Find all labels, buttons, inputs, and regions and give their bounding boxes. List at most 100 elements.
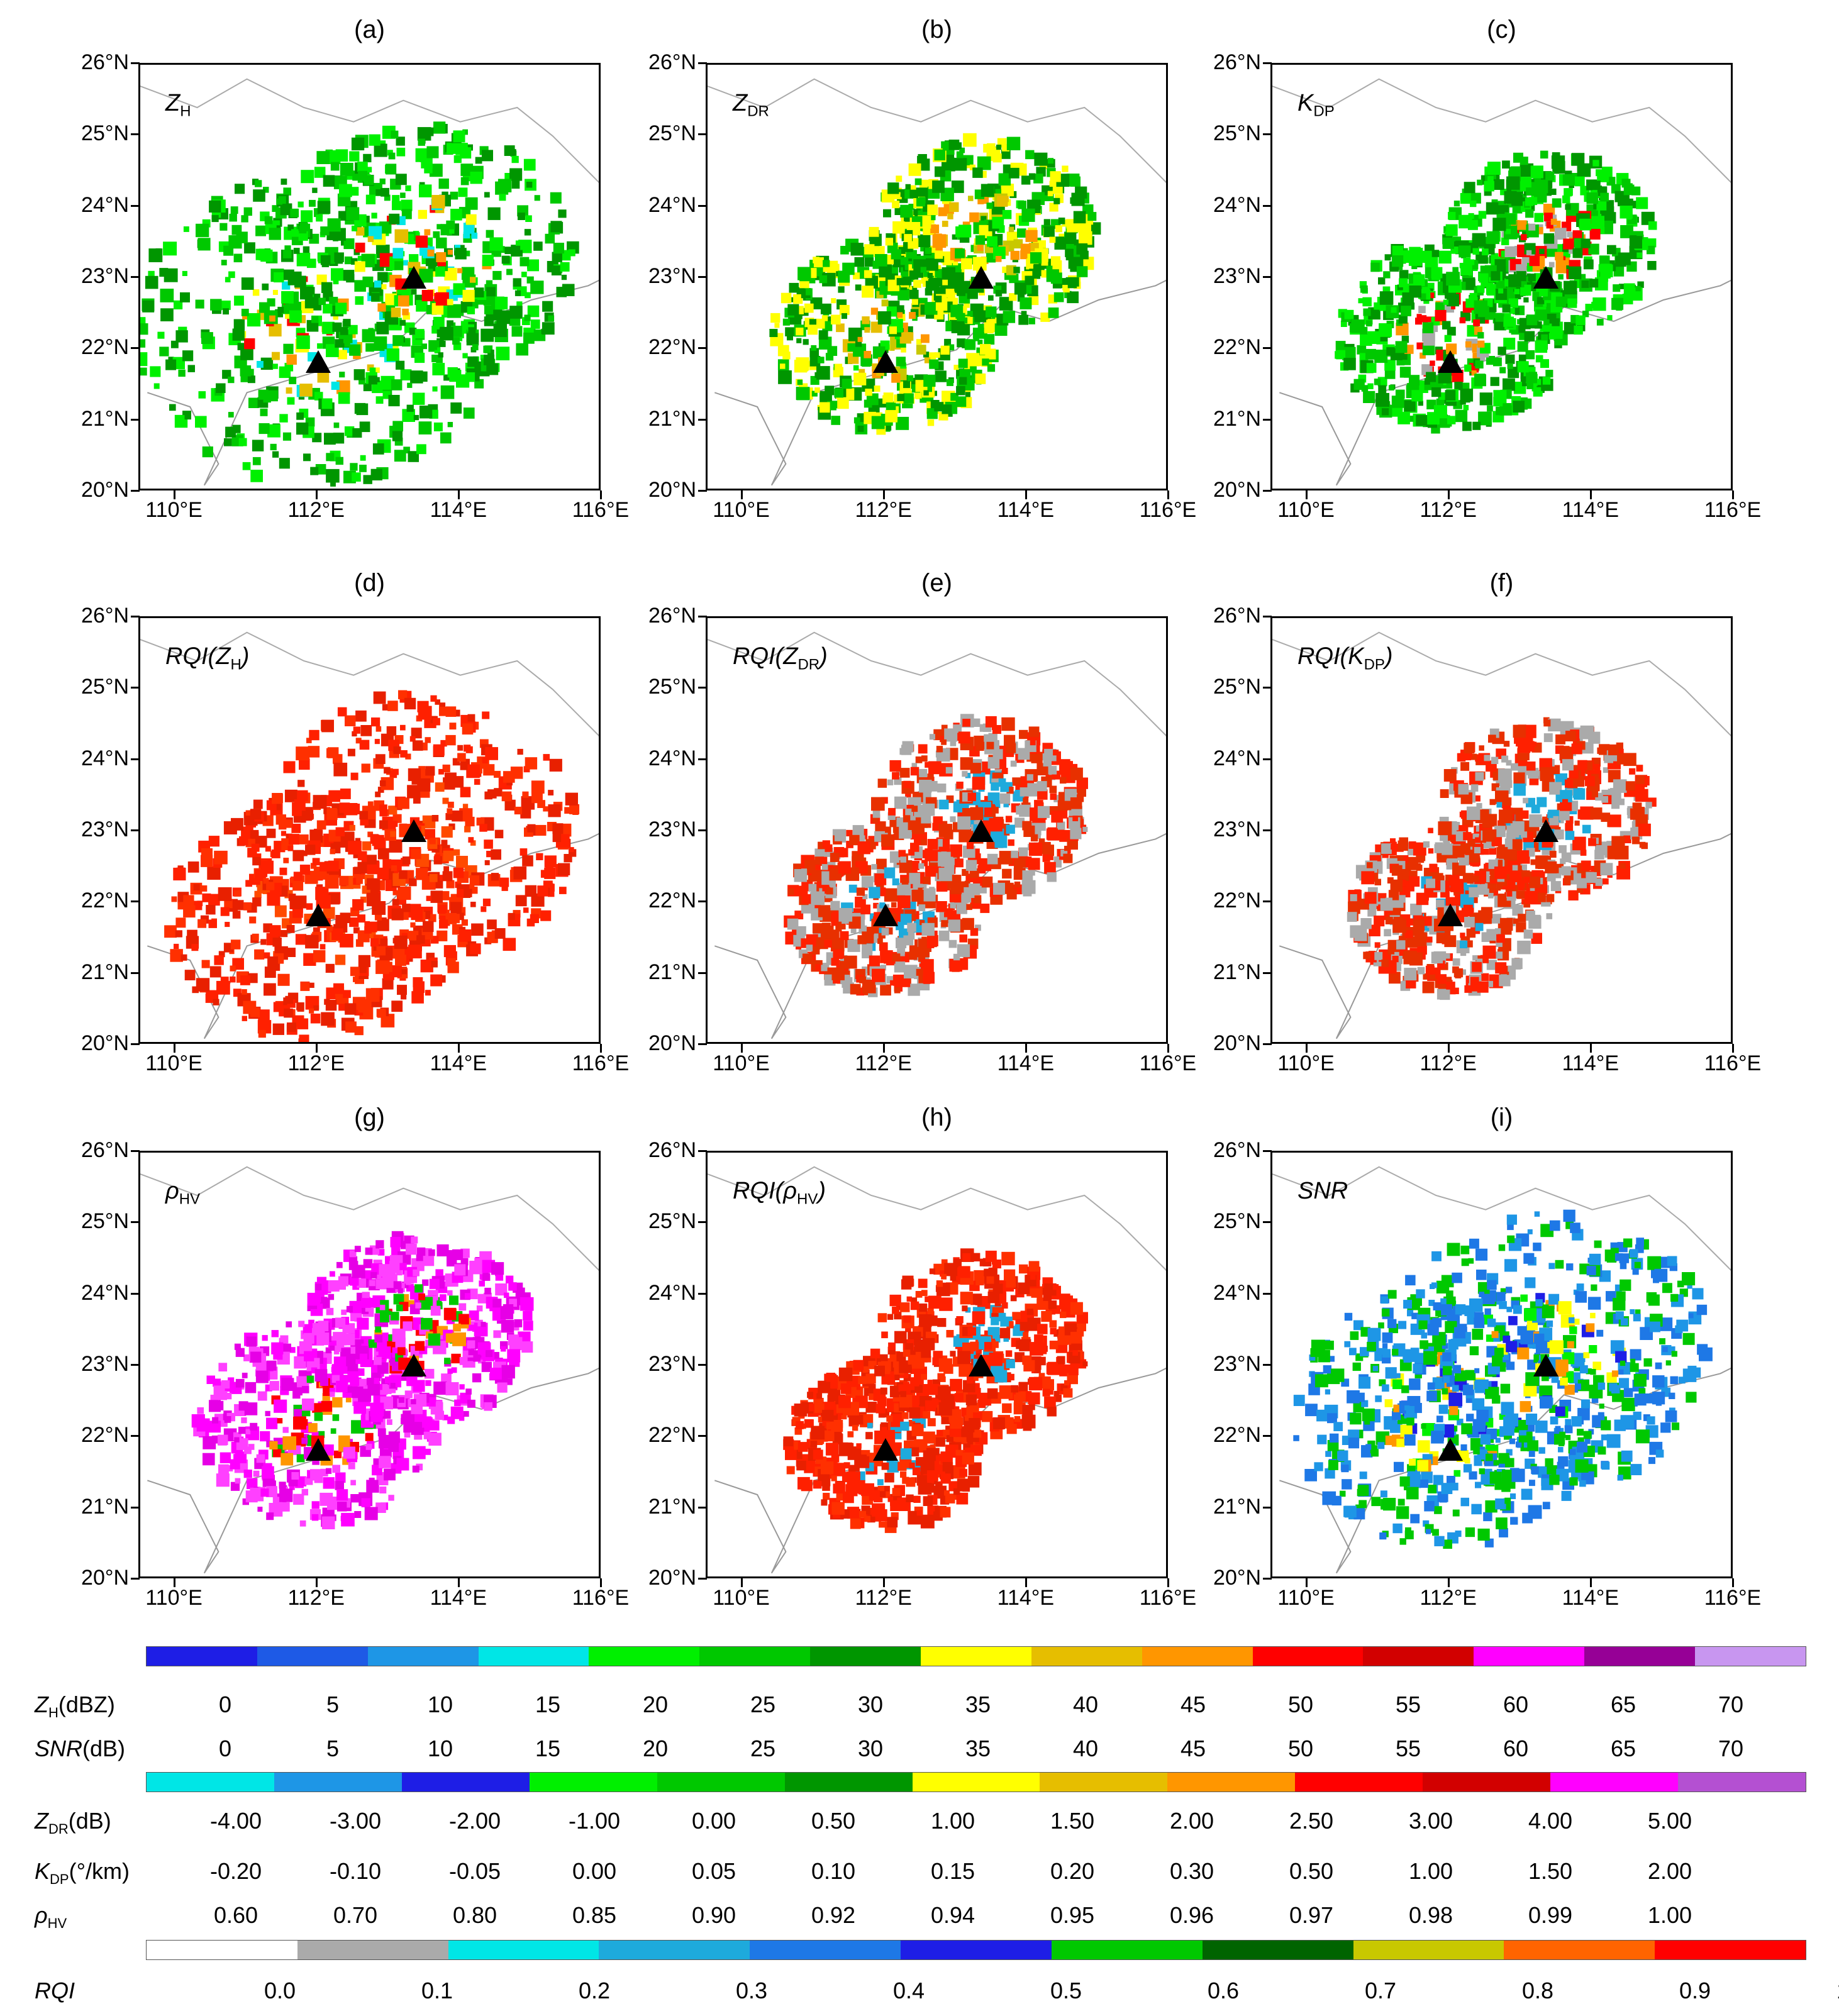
legend-value-zdr: -1.00 — [568, 1808, 621, 1834]
radar-station-marker — [305, 1438, 331, 1461]
legend-value-snr: 40 — [1072, 1736, 1099, 1761]
y-tick-mark — [131, 1150, 140, 1152]
x-tick-label: 114°E — [1562, 1051, 1620, 1075]
x-tick-label: 112°E — [287, 1586, 345, 1610]
legend-value-kdp: -0.05 — [448, 1858, 501, 1884]
y-tick-mark — [1263, 1150, 1272, 1152]
radar-station-marker — [872, 350, 898, 373]
y-tick-label: 22°N — [648, 335, 696, 360]
x-tick-label: 114°E — [997, 498, 1055, 522]
x-tick-label: 116°E — [1704, 1051, 1762, 1075]
radar-field-c — [1272, 78, 1731, 486]
x-tick-label: 112°E — [855, 1586, 912, 1610]
y-tick-label: 23°N — [648, 817, 696, 841]
variable-label-d: RQI(ZH) — [165, 643, 250, 673]
legend-value-zh: 55 — [1395, 1692, 1421, 1717]
x-tick-label: 116°E — [572, 1051, 630, 1075]
legend-value-zdr: 0.00 — [691, 1808, 736, 1834]
colorbar-swatch — [1051, 1941, 1203, 1959]
legend-value-snr: 10 — [427, 1736, 453, 1761]
y-tick-mark — [1263, 133, 1272, 136]
colorbar-swatch — [1252, 1647, 1364, 1666]
panel-title-f: (f) — [1489, 569, 1514, 597]
variable-label-g: ρHV — [165, 1178, 201, 1208]
x-tick-mark — [600, 1044, 602, 1053]
legend-value-zh: 10 — [427, 1692, 453, 1717]
y-tick-mark — [698, 62, 707, 64]
y-tick-label: 20°N — [1213, 478, 1261, 502]
y-tick-mark — [698, 1435, 707, 1437]
legend-label-rhv: ρHV — [35, 1902, 67, 1932]
x-tick-label: 112°E — [1420, 1586, 1477, 1610]
y-tick-mark — [1263, 616, 1272, 618]
radar-station-marker — [872, 1438, 898, 1461]
variable-label-h: RQI(ρHV) — [733, 1178, 826, 1208]
y-tick-mark — [698, 347, 707, 350]
legend-value-rhv: 0.98 — [1408, 1902, 1453, 1928]
y-tick-mark — [131, 347, 140, 350]
y-tick-mark — [131, 1043, 140, 1045]
x-tick-mark — [315, 490, 318, 499]
y-tick-mark — [1263, 347, 1272, 350]
colorbar-swatch — [1031, 1647, 1142, 1666]
map-panel-d: RQI(ZH) — [138, 616, 601, 1044]
variable-label-c: KDP — [1297, 90, 1335, 120]
variable-label-e: RQI(ZDR) — [733, 643, 828, 673]
legend-value-kdp: 0.00 — [572, 1858, 617, 1884]
y-tick-label: 25°N — [1213, 675, 1261, 699]
map-panel-g: ρHV — [138, 1151, 601, 1578]
y-tick-label: 20°N — [81, 1031, 129, 1055]
legend-value-zh: 60 — [1503, 1692, 1529, 1717]
x-tick-mark — [1305, 1578, 1308, 1587]
radar-station-marker — [1533, 266, 1559, 289]
echo-cells — [769, 133, 1101, 435]
x-tick-mark — [1305, 1044, 1308, 1053]
y-tick-label: 20°N — [648, 478, 696, 502]
colorbar-swatch — [784, 1773, 913, 1792]
x-tick-mark — [315, 1044, 318, 1053]
y-tick-label: 24°N — [81, 1280, 129, 1305]
legend-value-zh: 20 — [642, 1692, 669, 1717]
legend-value-rhv: 0.95 — [1050, 1902, 1095, 1928]
x-tick-label: 114°E — [1562, 1586, 1620, 1610]
y-tick-label: 25°N — [81, 121, 129, 146]
legend-value-zh: 65 — [1610, 1692, 1636, 1717]
province-border — [708, 1166, 1166, 1271]
legend-value-snr: 65 — [1610, 1736, 1636, 1761]
x-tick-label: 112°E — [1420, 1051, 1477, 1075]
legend-value-snr: 55 — [1395, 1736, 1421, 1761]
legend-value-rqi: 0.0 — [264, 1978, 296, 2003]
colorbar-swatch — [1584, 1647, 1696, 1666]
y-tick-label: 25°N — [1213, 1209, 1261, 1234]
y-tick-mark — [1263, 62, 1272, 64]
y-tick-label: 24°N — [1213, 746, 1261, 770]
y-tick-label: 23°N — [648, 264, 696, 288]
y-tick-label: 25°N — [1213, 121, 1261, 146]
legend-value-rhv: 0.99 — [1528, 1902, 1573, 1928]
y-tick-label: 26°N — [1213, 50, 1261, 74]
y-tick-mark — [698, 133, 707, 136]
coastline — [714, 279, 1166, 486]
legend-label-kdp: KDP(°/km) — [35, 1858, 130, 1888]
legend-value-kdp: 1.00 — [1408, 1858, 1453, 1884]
y-tick-mark — [698, 1578, 707, 1580]
legend-value-snr: 20 — [642, 1736, 669, 1761]
legend-value-rhv: 0.60 — [213, 1902, 258, 1928]
y-tick-mark — [1263, 1364, 1272, 1366]
x-tick-mark — [882, 1044, 885, 1053]
y-tick-mark — [131, 1221, 140, 1224]
map-panel-h: RQI(ρHV) — [706, 1151, 1168, 1578]
legend-value-zdr: 3.00 — [1408, 1808, 1453, 1834]
province-border — [140, 78, 599, 184]
x-tick-label: 114°E — [997, 1586, 1055, 1610]
radar-station-marker — [1437, 350, 1463, 373]
y-tick-mark — [131, 1292, 140, 1295]
variable-label-i: SNR — [1297, 1178, 1348, 1204]
legend-value-rqi: 0.3 — [735, 1978, 768, 2003]
radar-field-d — [140, 631, 599, 1042]
y-tick-label: 23°N — [1213, 817, 1261, 841]
y-tick-mark — [698, 276, 707, 278]
radar-station-marker — [305, 904, 331, 926]
x-tick-label: 110°E — [1277, 1051, 1335, 1075]
province-border — [1272, 1166, 1731, 1271]
